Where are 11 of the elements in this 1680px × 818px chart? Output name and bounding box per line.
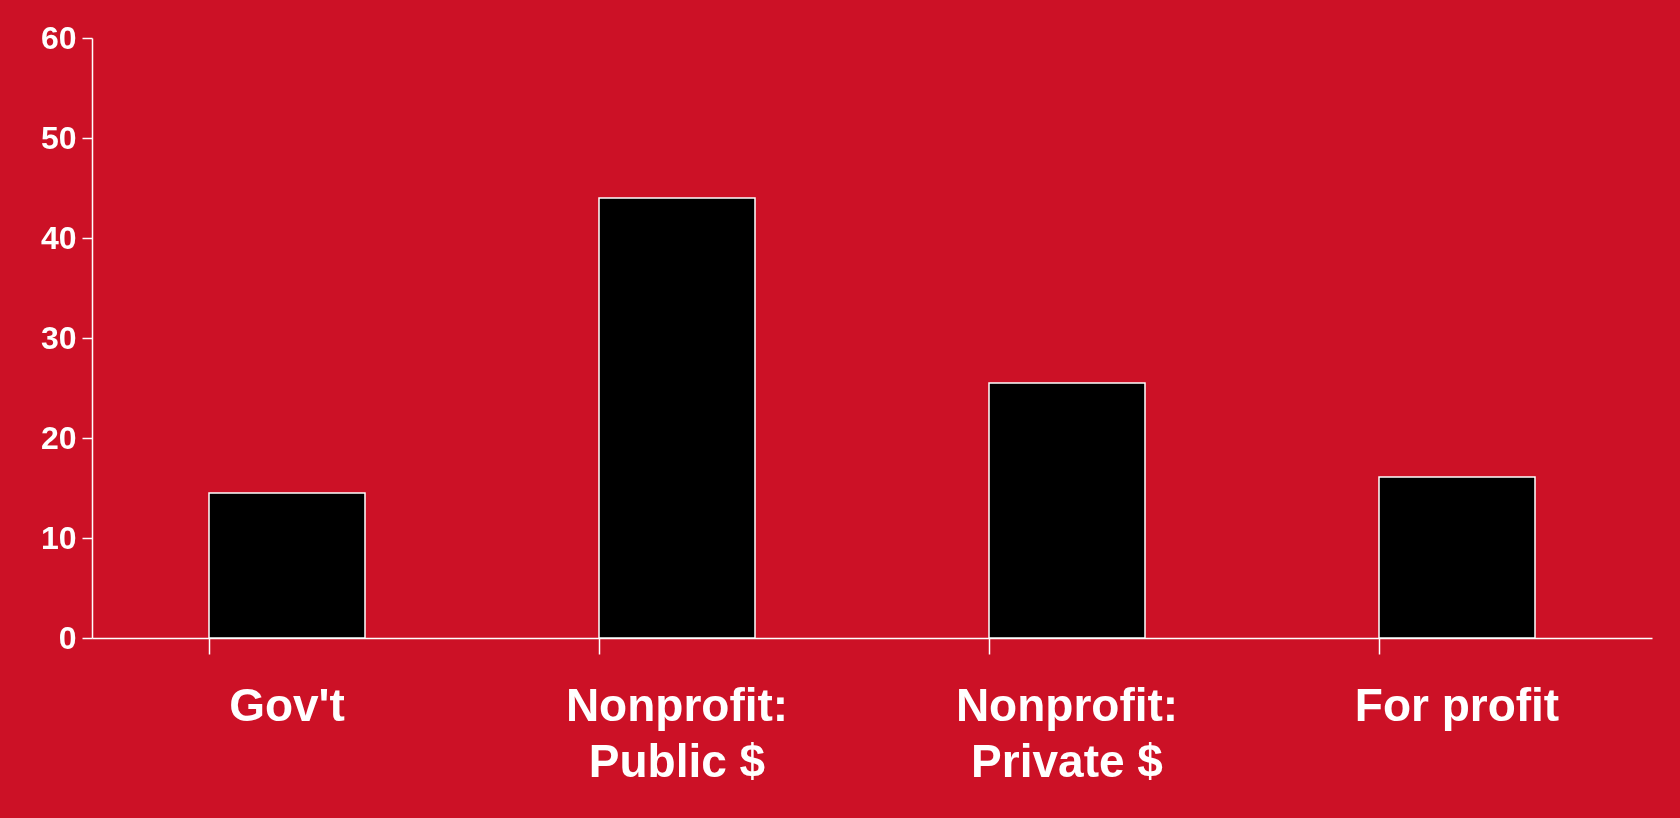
- x-tick-label: Nonprofit: Private $: [955, 678, 1179, 787]
- y-tick-label: 20: [40, 419, 77, 456]
- x-tick-label: Gov't: [229, 678, 345, 731]
- y-tick-label: 30: [40, 319, 77, 356]
- y-tick-label: 50: [40, 119, 77, 156]
- y-tick-label: 0: [58, 619, 77, 656]
- y-tick-label: 40: [40, 219, 77, 256]
- x-tick-label: For profit: [1354, 678, 1560, 731]
- x-tick-label: Nonprofit: Public $: [565, 678, 789, 787]
- y-tick-label: 10: [40, 519, 77, 556]
- y-tick-label: 60: [40, 19, 77, 56]
